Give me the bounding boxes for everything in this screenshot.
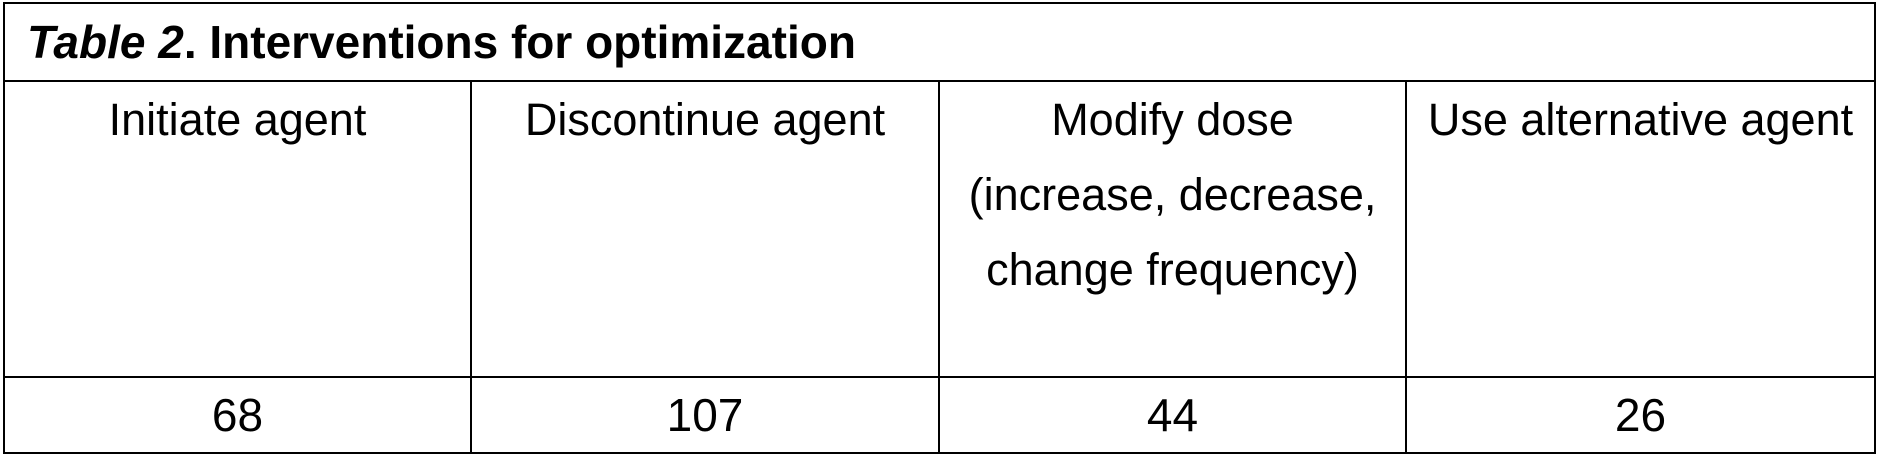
header-row: Initiate agent Discontinue agent Modify do…	[3, 80, 1876, 378]
header-cell: Modify dose (increase, decrease, change …	[938, 80, 1407, 378]
table-label: Table 2	[27, 16, 184, 68]
table-body: 68 107 44 26	[3, 376, 1876, 454]
table-caption: . Interventions for optimization	[183, 16, 856, 68]
table-title: Table 2. Interventions for optimization	[3, 2, 1876, 82]
data-cell: 68	[3, 376, 472, 454]
interventions-table: Table 2. Interventions for optimization …	[3, 2, 1876, 454]
header-cell: Use alternative agent	[1405, 80, 1876, 378]
data-row: 68 107 44 26	[3, 376, 1876, 454]
data-cell: 44	[938, 376, 1407, 454]
header-cell: Discontinue agent	[470, 80, 940, 378]
data-cell: 107	[470, 376, 940, 454]
title-row: Table 2. Interventions for optimization	[3, 2, 1876, 82]
data-cell: 26	[1405, 376, 1876, 454]
header-cell: Initiate agent	[3, 80, 472, 378]
